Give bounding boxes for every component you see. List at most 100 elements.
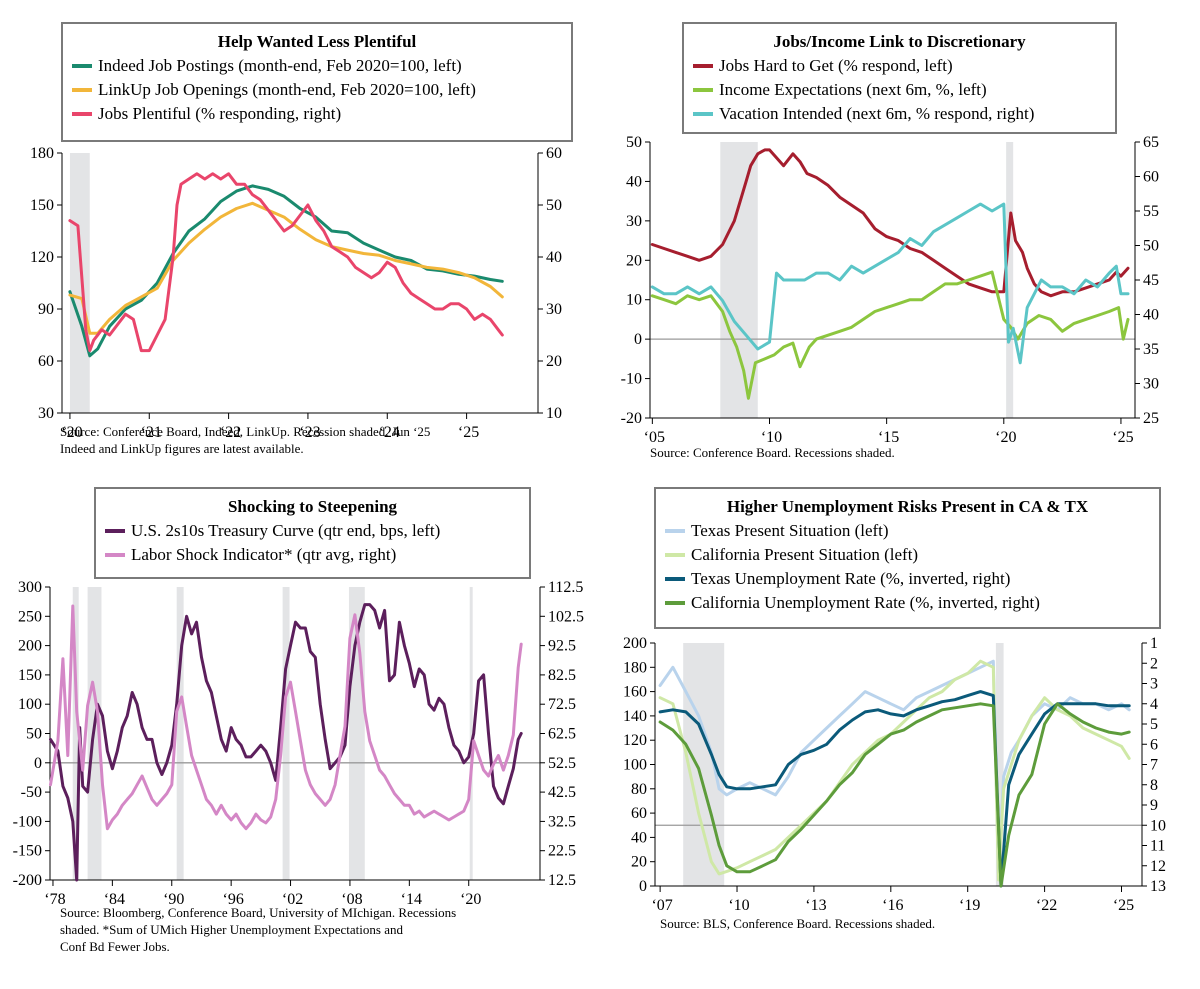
legend-box (682, 22, 1117, 134)
y-left-tick-label: 50 (26, 726, 42, 743)
y-left-tick-label: -100 (13, 813, 42, 830)
y-right-tick-label: 12.5 (548, 872, 576, 889)
series-line (650, 202, 1130, 365)
y-right-tick-label: 4 (1150, 696, 1158, 713)
y-left-tick-label: 50 (626, 134, 642, 151)
y-right-tick-label: 3 (1150, 676, 1158, 693)
y-left-tick-label: 10 (626, 292, 642, 309)
y-left-tick-label: 100 (623, 757, 647, 774)
x-tick-label: ‘21 (141, 424, 162, 441)
series-line (49, 603, 523, 882)
y-left-tick-label: 180 (623, 659, 647, 676)
y-right-tick-label: 5 (1150, 716, 1158, 733)
x-tick-label: ‘14 (401, 891, 422, 908)
y-right-tick-label: 10 (546, 405, 562, 422)
x-tick-label: ‘10 (728, 897, 749, 914)
y-left-tick-label: 30 (38, 405, 54, 422)
y-right-tick-label: 10 (1150, 817, 1166, 834)
x-tick-label: ‘20 (995, 429, 1016, 446)
legend-label: Income Expectations (next 6m, %, left) (719, 80, 987, 99)
y-left-tick-label: 0 (634, 331, 642, 348)
series-line (68, 184, 504, 358)
y-left-tick-label: 120 (623, 732, 647, 749)
y-left-tick-label: 100 (18, 696, 42, 713)
y-right-tick-label: 60 (1143, 169, 1159, 186)
y-left-tick-label: 40 (631, 829, 647, 846)
y-right-tick-label: 12 (1150, 858, 1166, 875)
y-right-tick-label: 8 (1150, 777, 1158, 794)
y-right-tick-label: 40 (1143, 307, 1159, 324)
source-note: Source: Conference Board. Recessions sha… (650, 445, 895, 460)
x-tick-label: ‘19 (959, 897, 980, 914)
y-left-tick-label: 40 (626, 173, 642, 190)
legend-label: California Present Situation (left) (691, 545, 918, 564)
y-left-tick-label: 200 (623, 635, 647, 652)
source-note: Source: Conference Board, Indeed, LinkUp… (60, 424, 430, 439)
y-left-tick-label: 300 (18, 579, 42, 596)
chart-title: Jobs/Income Link to Discretionary (773, 32, 1026, 51)
y-left-tick-label: -150 (13, 843, 42, 860)
x-tick-label: ‘23 (299, 424, 320, 441)
y-left-tick-label: 150 (18, 667, 42, 684)
series-line (49, 604, 523, 831)
x-tick-label: ‘10 (761, 429, 782, 446)
x-tick-label: ‘07 (651, 897, 672, 914)
legend-label: LinkUp Job Openings (month-end, Feb 2020… (98, 80, 476, 99)
y-right-tick-label: 9 (1150, 797, 1158, 814)
recession-band (1006, 142, 1014, 418)
y-right-tick-label: 62.5 (548, 726, 576, 743)
x-tick-label: ‘24 (379, 424, 400, 441)
y-left-tick-label: 0 (34, 755, 42, 772)
y-left-tick-label: -10 (621, 371, 642, 388)
legend-label: Jobs Plentiful (% responding, right) (98, 104, 341, 123)
legend-label: Texas Unemployment Rate (%, inverted, ri… (691, 569, 1010, 588)
y-left-tick-label: -20 (621, 410, 642, 427)
x-tick-label: ‘02 (282, 891, 303, 908)
legend-label: Vacation Intended (next 6m, % respond, r… (719, 104, 1034, 123)
y-right-tick-label: 45 (1143, 272, 1159, 289)
x-tick-label: ‘05 (644, 429, 665, 446)
source-note: Source: Bloomberg, Conference Board, Uni… (60, 905, 456, 920)
source-note: shaded. *Sum of UMich Higher Unemploymen… (60, 922, 403, 937)
y-right-tick-label: 32.5 (548, 813, 576, 830)
x-tick-label: ‘25 (458, 424, 479, 441)
y-right-tick-label: 55 (1143, 203, 1159, 220)
x-tick-label: ‘22 (1036, 897, 1057, 914)
y-right-tick-label: 35 (1143, 341, 1159, 358)
chart-title: Help Wanted Less Plentiful (218, 32, 417, 51)
x-tick-label: ‘20 (61, 424, 82, 441)
y-right-tick-label: 22.5 (548, 843, 576, 860)
series-line (658, 690, 1131, 888)
x-tick-label: ‘25 (1113, 897, 1134, 914)
y-left-tick-label: 20 (626, 252, 642, 269)
y-left-tick-label: 20 (631, 854, 647, 871)
x-tick-label: ‘25 (1112, 429, 1133, 446)
y-left-tick-label: 120 (30, 249, 54, 266)
legend-label: California Unemployment Rate (%, inverte… (691, 593, 1040, 612)
y-right-tick-label: 2 (1150, 655, 1158, 672)
recession-band (995, 643, 1004, 886)
y-right-tick-label: 65 (1143, 134, 1159, 151)
y-right-tick-label: 92.5 (548, 638, 576, 655)
legend-label: U.S. 2s10s Treasury Curve (qtr end, bps,… (131, 521, 440, 540)
y-right-tick-label: 20 (546, 353, 562, 370)
y-right-tick-label: 102.5 (548, 608, 584, 625)
chart-jobs-income: 50 40 30 20 10 0 -10 -20 65 60 55 50 45 40 35 30 25 ‘05 ‘1… (621, 22, 1159, 460)
recession-band (69, 153, 90, 413)
y-right-tick-label: 60 (546, 145, 562, 162)
y-right-tick-label: 112.5 (548, 579, 583, 596)
y-right-tick-label: 50 (546, 197, 562, 214)
recession-band (720, 142, 758, 418)
series-line (658, 702, 1131, 888)
legend-label: Texas Present Situation (left) (691, 521, 889, 540)
legend-box (61, 22, 573, 142)
y-right-tick-label: 7 (1150, 757, 1158, 774)
y-right-tick-label: 40 (546, 249, 562, 266)
y-left-tick-label: 80 (631, 781, 647, 798)
y-right-tick-label: 6 (1150, 736, 1158, 753)
recession-band (683, 643, 725, 886)
y-left-tick-label: 0 (639, 878, 647, 895)
series-line (650, 270, 1130, 400)
y-right-tick-label: 82.5 (548, 667, 576, 684)
